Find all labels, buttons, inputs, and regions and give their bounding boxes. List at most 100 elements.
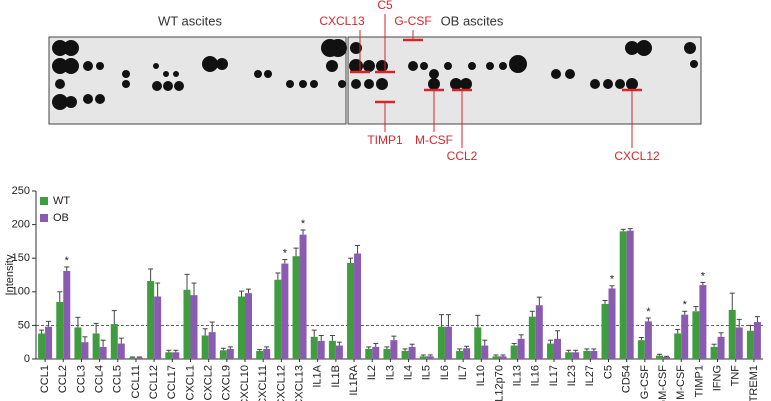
blot-dot: [444, 62, 452, 70]
blot-dot: [152, 81, 162, 91]
blot-dots: [52, 39, 698, 110]
legend-swatch: [40, 214, 48, 222]
blot-dot: [122, 80, 130, 88]
x-tick-label: C5: [602, 365, 614, 379]
bar: [674, 333, 682, 359]
x-tick-label: IL5: [421, 365, 433, 380]
blot-dot: [615, 79, 625, 89]
bar: [383, 348, 391, 359]
bar: [546, 343, 554, 359]
x-tick-label: GM-CSF: [657, 365, 669, 401]
blot-dot: [326, 60, 338, 72]
bar: [165, 352, 173, 359]
y-tick-label: 200: [12, 219, 30, 231]
annotation: TIMP1: [367, 133, 403, 147]
bar: [692, 311, 700, 359]
x-tick-label: CXCL2: [203, 365, 215, 400]
blot-dot: [153, 63, 159, 69]
blot-dot: [626, 78, 638, 90]
bar: [572, 352, 580, 359]
blot-dot: [65, 96, 77, 108]
panel-label: WT ascites: [158, 13, 223, 28]
x-tick-label: TREM1: [748, 365, 760, 401]
bar: [208, 332, 216, 359]
blot-dot: [565, 69, 575, 79]
bar: [456, 350, 464, 359]
blot-dot: [286, 80, 294, 88]
blot-dot: [310, 80, 318, 88]
blot-dot: [499, 62, 507, 70]
bar: [292, 256, 300, 359]
bar: [426, 356, 434, 359]
blot-dot: [625, 41, 639, 55]
bar: [419, 356, 427, 359]
bar: [728, 309, 736, 359]
blot-dot: [364, 79, 374, 89]
blot-dot: [83, 94, 93, 104]
blot-dot: [202, 56, 218, 72]
significance-mark: *: [701, 270, 706, 282]
annotation: C5: [377, 0, 393, 12]
x-tick-label: IL23: [566, 365, 578, 386]
x-tick-label: IL27: [584, 365, 596, 386]
bar: [117, 343, 125, 359]
x-tick-label: CXCL13: [293, 365, 305, 401]
bar: [644, 321, 652, 359]
x-tick-label: G-CSF: [639, 365, 651, 400]
x-tick-label: CXCL1: [184, 365, 196, 400]
blot: WT ascites OB ascites CXCL13 C5 G-CSF TI…: [48, 0, 702, 163]
bar: [753, 322, 761, 359]
bar: [499, 356, 507, 359]
blot-dot: [63, 58, 79, 74]
x-tick-label: IL12p70: [493, 365, 505, 401]
blot-dot: [408, 61, 418, 71]
blot-dot: [264, 70, 272, 78]
bar: [365, 348, 373, 359]
blot-dot: [429, 69, 439, 79]
bar: [553, 338, 561, 359]
x-tick-label: IL16: [530, 365, 542, 386]
bar: [735, 327, 743, 359]
bar: [110, 324, 118, 359]
blot-dot: [468, 62, 476, 70]
bar: [681, 314, 689, 359]
blot-dot: [96, 62, 104, 70]
bar: [390, 340, 398, 359]
bar: [99, 346, 107, 359]
bar: [238, 296, 246, 359]
blot-dot: [52, 94, 68, 110]
x-tick-label: IL7: [457, 365, 469, 380]
blot-dot: [420, 62, 428, 70]
bar: [608, 288, 616, 359]
blot-dot: [684, 42, 696, 54]
bar: [401, 350, 409, 359]
bar: [172, 352, 180, 359]
x-tick-label: CD54: [621, 365, 633, 393]
x-tick-label: IL17: [548, 365, 560, 386]
bar: [154, 296, 162, 359]
bar: [310, 336, 318, 359]
bar: [219, 350, 227, 359]
blot-dot: [299, 80, 307, 88]
blot-dot: [428, 78, 440, 90]
x-tick-label: CXCL12: [275, 365, 287, 401]
annotation: M-CSF: [415, 133, 453, 147]
blot-dot: [460, 78, 472, 90]
x-tick-label: IL4: [402, 365, 414, 380]
bar: [372, 346, 380, 359]
bar: [128, 357, 136, 359]
blot-dot: [163, 81, 173, 91]
bar: [637, 340, 645, 359]
x-tick-label: IL1B: [330, 365, 342, 388]
blot-dot: [363, 60, 375, 72]
x-tick-label: M-CSF: [675, 365, 687, 400]
x-tick-label: CXCL11: [257, 365, 269, 401]
bar: [565, 352, 573, 359]
bar: [74, 327, 82, 359]
x-tick-label: IL3: [384, 365, 396, 380]
blot-dot: [690, 60, 698, 68]
x-tick-label: IL1A: [312, 364, 324, 387]
y-tick-label: 50: [18, 319, 30, 331]
blot-dot: [376, 60, 388, 72]
annotation: G-CSF: [394, 14, 431, 28]
